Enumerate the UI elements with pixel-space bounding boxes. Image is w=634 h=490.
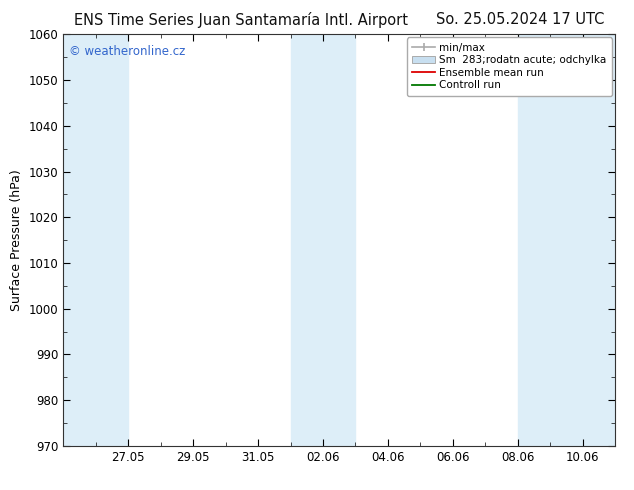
Bar [517,34,615,446]
Text: © weatheronline.cz: © weatheronline.cz [69,45,185,58]
Bar [290,34,356,446]
Bar [63,34,128,446]
Text: ENS Time Series Juan Santamaría Intl. Airport: ENS Time Series Juan Santamaría Intl. Ai… [74,12,408,28]
Legend: min/max, Sm  283;rodatn acute; odchylka, Ensemble mean run, Controll run: min/max, Sm 283;rodatn acute; odchylka, … [407,37,612,96]
Text: So. 25.05.2024 17 UTC: So. 25.05.2024 17 UTC [436,12,604,27]
Y-axis label: Surface Pressure (hPa): Surface Pressure (hPa) [10,169,23,311]
